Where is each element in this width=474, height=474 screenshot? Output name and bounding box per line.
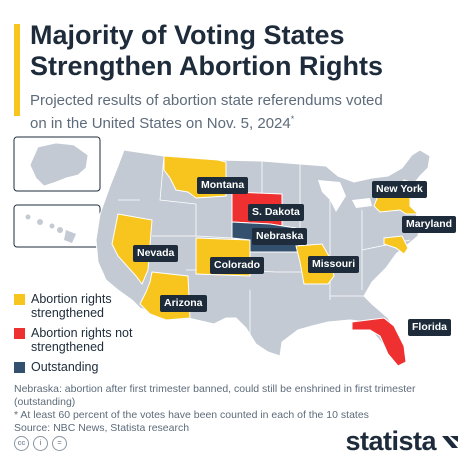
label-maryland: Maryland: [402, 216, 457, 233]
alaska-shape: [29, 142, 89, 187]
accent-bar: [14, 24, 20, 116]
footnote-votes-counted: * At least 60 percent of the votes have …: [14, 409, 369, 421]
footnote-source: Source: NBC News, Statista research: [14, 422, 190, 434]
label-montana: Montana: [197, 177, 249, 194]
swatch-strengthened: [14, 294, 25, 305]
hawaii-island-5: [64, 230, 76, 243]
state-nevada: [111, 213, 153, 285]
subtitle-line-1: Projected results of abortion state refe…: [30, 92, 383, 109]
subtitle-asterisk: *: [290, 114, 295, 124]
swatch-outstanding: [14, 362, 25, 373]
hawaii-inset-frame: [13, 204, 101, 248]
title-line-2: Strengthen Abortion Rights: [30, 51, 383, 81]
label-nevada: Nevada: [133, 245, 179, 262]
label-colorado: Colorado: [210, 257, 265, 274]
hawaii-island-2: [37, 219, 43, 225]
swatch-not-strengthened: [14, 328, 25, 339]
label-florida: Florida: [408, 319, 452, 336]
state-maryland: [383, 235, 409, 255]
hawaii-island-4: [57, 227, 63, 233]
footnotes: Nebraska: abortion after first trimester…: [14, 383, 464, 435]
chart-subtitle: Projected results of abortion state refe…: [30, 91, 460, 133]
hawaii-island-1: [25, 214, 31, 220]
subtitle-line-2: on in the United States on Nov. 5, 2024*: [30, 110, 460, 133]
brand-name[interactable]: statista: [345, 426, 436, 456]
label-new-york: New York: [372, 181, 427, 198]
statista-logo-icon[interactable]: [440, 432, 460, 452]
label-nebraska: Nebraska: [252, 228, 308, 245]
great-lakes: [318, 180, 372, 212]
title-line-1: Majority of Voting States: [30, 20, 345, 50]
label-south-dakota: S. Dakota: [248, 204, 304, 221]
cc-icon[interactable]: cc: [14, 436, 29, 451]
state-florida: [351, 317, 407, 367]
alaska-inset-frame: [13, 136, 101, 192]
label-missouri: Missouri: [308, 256, 360, 273]
label-arizona: Arizona: [160, 295, 207, 312]
person-icon[interactable]: i: [33, 436, 48, 451]
legend-label-strengthened: Abortion rights strengthened: [31, 292, 112, 320]
legend-item-strengthened: Abortion rights strengthened: [14, 292, 174, 320]
legend-label-not-strengthened: Abortion rights not strengthened: [31, 326, 133, 354]
legend: Abortion rights strengthened Abortion ri…: [14, 292, 174, 380]
hawaii-island-3: [49, 223, 55, 229]
chart-title: Majority of Voting States Strengthen Abo…: [30, 20, 450, 82]
subtitle-line-2-text: on in the United States on Nov. 5, 2024: [30, 115, 291, 132]
legend-label-outstanding: Outstanding: [31, 360, 99, 374]
equals-icon[interactable]: =: [52, 436, 67, 451]
legend-item-not-strengthened: Abortion rights not strengthened: [14, 326, 174, 354]
legend-item-outstanding: Outstanding: [14, 360, 174, 374]
footnote-nebraska: Nebraska: abortion after first trimester…: [14, 383, 416, 408]
